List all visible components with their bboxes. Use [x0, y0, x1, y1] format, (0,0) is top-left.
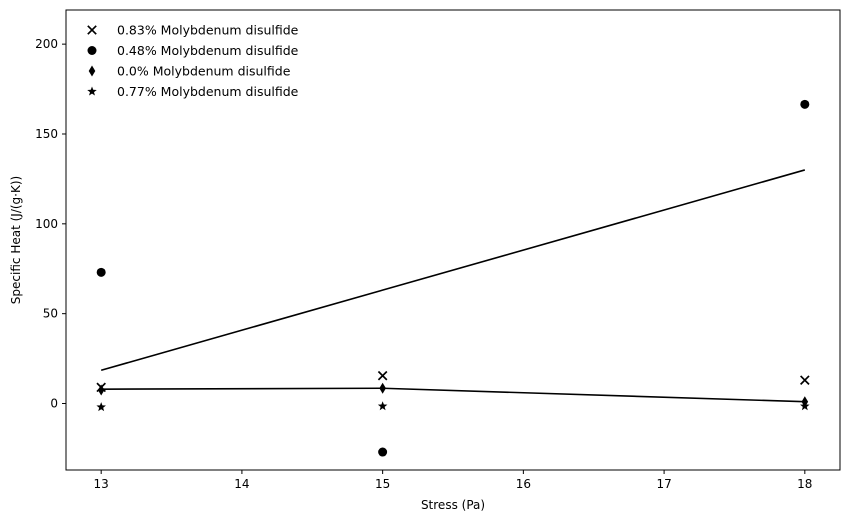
plot-frame: [65, 9, 841, 471]
x-tick-label: 18: [797, 477, 812, 491]
data-point: [96, 402, 106, 412]
y-tick-label: 150: [35, 127, 58, 141]
legend-entry-label: 0.0% Molybdenum disulfide: [117, 64, 291, 79]
trend-line: [101, 387, 805, 403]
legend-marker: [87, 46, 97, 55]
data-point: [379, 382, 386, 394]
data-points: [96, 99, 810, 457]
x-axis-ticks: 13 14 15 16 17 18: [94, 470, 812, 491]
x-axis-label: Stress (Pa): [421, 498, 485, 512]
data-point: [97, 384, 105, 396]
trend-line: [100, 169, 806, 372]
data-point: [800, 375, 810, 385]
data-point: [377, 401, 388, 411]
data-point: [377, 370, 388, 381]
data-point: [800, 401, 810, 411]
y-tick-label: 50: [43, 307, 58, 321]
legend-entry-label: 0.83% Molybdenum disulfide: [117, 23, 299, 38]
legend-marker: [88, 65, 96, 77]
y-tick-label: 0: [50, 397, 58, 411]
legend-marker: [87, 86, 97, 96]
data-point: [378, 447, 388, 457]
x-tick-label: 16: [516, 477, 531, 491]
trend-lines: [100, 169, 806, 403]
data-point: [800, 99, 810, 109]
y-tick-label: 200: [35, 37, 58, 51]
legend-entry-label: 0.48% Molybdenum disulfide: [117, 43, 299, 58]
x-tick-label: 14: [234, 477, 249, 491]
y-tick-label: 100: [35, 217, 58, 231]
x-tick-label: 13: [94, 477, 109, 491]
x-tick-label: 17: [656, 477, 671, 491]
y-axis-label: Specific Heat (J/(g·K)): [9, 176, 23, 304]
legend: 0.83% Molybdenum disulfide 0.48% Molybden…: [87, 23, 299, 99]
legend-marker: [87, 25, 97, 35]
data-point: [96, 267, 106, 277]
y-axis-ticks: 0 50 100 150 200: [35, 37, 66, 411]
x-tick-label: 15: [375, 477, 390, 491]
legend-entry-label: 0.77% Molybdenum disulfide: [117, 84, 299, 99]
